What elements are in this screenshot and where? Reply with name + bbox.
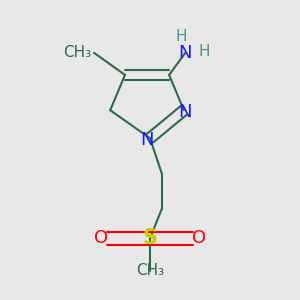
Text: N: N <box>140 131 154 149</box>
Text: N: N <box>178 44 192 62</box>
Text: CH₃: CH₃ <box>136 263 164 278</box>
Text: H: H <box>175 29 187 44</box>
Text: S: S <box>142 228 158 248</box>
Text: O: O <box>94 229 109 247</box>
Text: CH₃: CH₃ <box>63 45 91 60</box>
Text: N: N <box>178 103 192 121</box>
Text: H: H <box>199 44 210 59</box>
Text: O: O <box>191 229 206 247</box>
